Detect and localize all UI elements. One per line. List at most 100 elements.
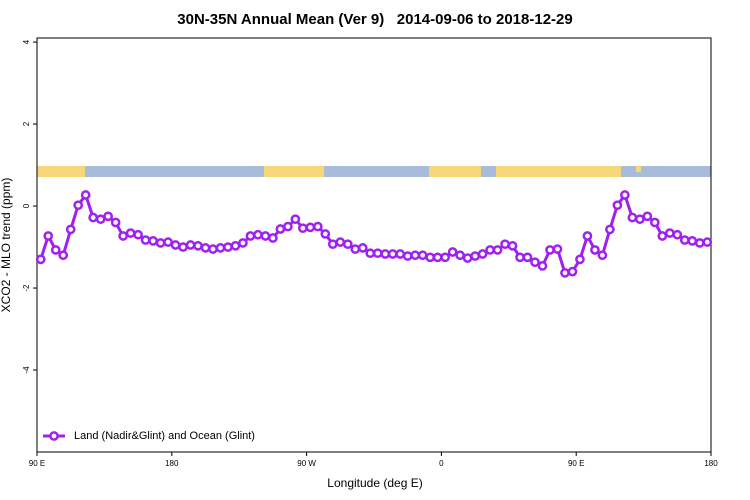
x-tick-label: 90 E [29, 459, 45, 468]
y-tick-label: -4 [22, 366, 31, 374]
data-point [657, 231, 668, 241]
data-point [35, 254, 46, 265]
data-point [455, 250, 465, 261]
data-point [253, 229, 263, 240]
data-point [163, 237, 173, 247]
data-point [208, 244, 218, 254]
data-point [73, 200, 84, 211]
data-point [635, 214, 645, 225]
ocean-band [37, 166, 711, 177]
data-point [170, 240, 181, 250]
x-tick-label: 90 E [568, 459, 584, 468]
data-point [485, 245, 495, 255]
data-point [357, 243, 368, 253]
data-point [560, 268, 570, 278]
data-point [298, 223, 308, 234]
data-point [612, 200, 623, 211]
data-point [140, 235, 151, 245]
data-point [567, 266, 578, 277]
data-point [200, 243, 211, 253]
data-point [133, 229, 143, 240]
data-point [432, 252, 443, 263]
data-point [43, 231, 54, 241]
data-point [245, 231, 256, 241]
data-point [620, 190, 630, 200]
data-point [80, 190, 91, 200]
data-point [350, 244, 361, 254]
data-point [582, 231, 593, 241]
data-point [223, 242, 233, 252]
data-point [148, 236, 158, 246]
data-point [649, 217, 660, 228]
data-point [417, 250, 428, 261]
data-point [672, 229, 683, 240]
data-point [178, 242, 188, 252]
data-point [492, 245, 503, 255]
data-point [372, 248, 383, 259]
x-tick-label: 0 [439, 459, 444, 468]
data-point [387, 249, 398, 259]
data-point [103, 211, 113, 222]
land-band [429, 166, 481, 177]
data-point [95, 214, 106, 225]
data-point [694, 238, 705, 248]
x-tick-label: 180 [704, 459, 718, 468]
data-point [590, 245, 600, 255]
data-point [642, 211, 653, 222]
data-point [185, 240, 196, 250]
plot-frame [36, 37, 712, 453]
data-point [447, 247, 458, 257]
data-point [500, 239, 510, 250]
data-point [365, 248, 376, 259]
data-point [275, 224, 286, 234]
data-point [530, 257, 540, 268]
data-point [425, 252, 436, 263]
data-point [477, 249, 488, 259]
data-point [260, 231, 271, 241]
data-point [597, 250, 608, 261]
legend-marker [49, 431, 59, 441]
legend-label: Land (Nadir&Glint) and Ocean (Glint) [74, 430, 255, 442]
data-point [230, 240, 241, 251]
data-point [268, 233, 278, 243]
data-point [537, 261, 548, 271]
chart-title: 30N-35N Annual Mean (Ver 9) 2014-09-06 t… [177, 11, 572, 28]
data-point [312, 221, 323, 232]
x-axis-label: Longitude (deg E) [327, 476, 422, 490]
data-point [679, 235, 690, 245]
data-point [342, 239, 353, 250]
data-point [118, 231, 128, 241]
data-point [155, 238, 166, 248]
data-point [65, 224, 76, 235]
y-tick-label: 0 [22, 203, 31, 208]
data-point [88, 212, 99, 223]
data-point [238, 238, 248, 248]
x-tick-label: 90 W [297, 459, 316, 468]
data-point [410, 250, 421, 261]
data-point [507, 240, 518, 251]
data-point [215, 243, 226, 253]
data-point [664, 228, 675, 238]
land-band [636, 166, 641, 172]
data-point [110, 217, 121, 228]
data-point [462, 253, 473, 263]
data-point [193, 240, 203, 251]
x-tick-label: 180 [165, 459, 179, 468]
y-tick-label: -2 [22, 284, 31, 292]
data-point [470, 251, 480, 261]
data-point [395, 249, 406, 259]
land-band [496, 166, 621, 177]
data-point [380, 249, 391, 259]
y-tick-label: 4 [22, 39, 31, 44]
data-point [327, 239, 338, 250]
data-point [290, 214, 301, 225]
y-axis-label: XCO2 - MLO trend (ppm) [0, 178, 13, 313]
land-band [264, 166, 324, 177]
data-point [702, 237, 713, 247]
data-point [605, 224, 615, 235]
data-point [50, 245, 61, 255]
data-point [552, 244, 563, 254]
data-point [283, 221, 293, 232]
data-point [335, 237, 346, 247]
